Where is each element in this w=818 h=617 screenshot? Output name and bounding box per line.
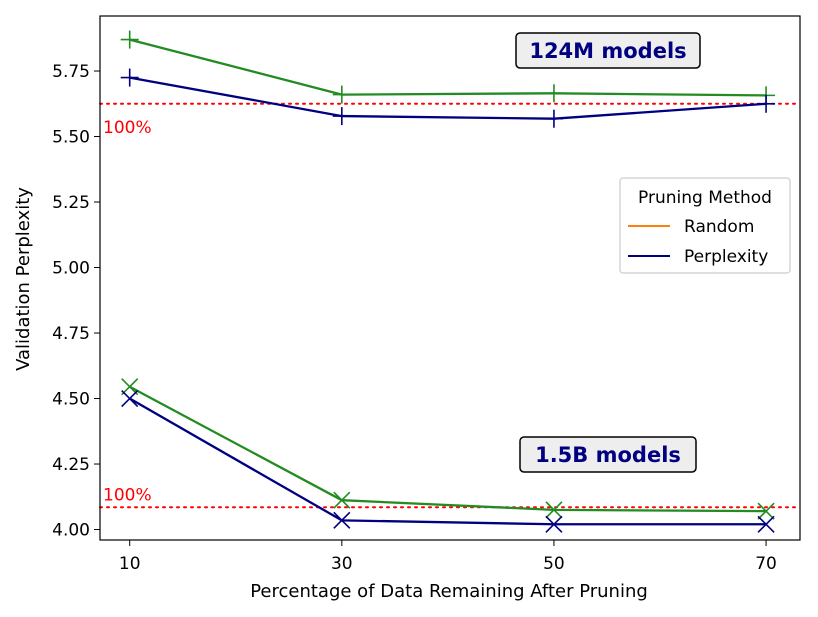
data-point-124m-random-30 [332, 85, 351, 104]
y-axis-label: Validation Perplexity [13, 187, 34, 371]
series-124m-random [120, 30, 776, 105]
data-point-124m-perplexity-10 [120, 68, 139, 87]
legend-label-random: Random [684, 217, 754, 237]
y-tick-label: 5.00 [52, 259, 90, 279]
annotation-124m: 124M models [515, 32, 701, 69]
legend-label-perplexity: Perplexity [684, 247, 768, 267]
annotation-1-5b-box [519, 436, 697, 473]
series-1-5b-random [121, 378, 775, 520]
data-point-1-5b-perplexity-30 [333, 511, 351, 529]
annotation-1-5b: 1.5B models [519, 436, 697, 473]
x-tick-label: 10 [119, 554, 141, 574]
data-point-1-5b-perplexity-50 [545, 515, 563, 533]
x-axis: 10 30 50 70 [119, 540, 777, 574]
series-line [129, 385, 767, 513]
data-point-124m-perplexity-70 [757, 94, 776, 113]
annotation-124m-text: 124M models [529, 39, 686, 63]
marker-stroke [757, 502, 775, 520]
x-tick-label: 30 [331, 554, 353, 574]
marker-stroke [333, 511, 351, 529]
x-tick-label: 70 [755, 554, 777, 574]
marker-stroke [333, 491, 351, 509]
y-tick-label: 4.50 [52, 390, 90, 410]
data-point-124m-perplexity-30 [332, 107, 351, 126]
plot-frame [99, 15, 801, 541]
annotation-124m-box [515, 32, 701, 69]
data-point-1-5b-random-70 [757, 502, 775, 520]
y-tick-label: 5.50 [52, 128, 90, 148]
data-point-1-5b-random-30 [333, 491, 351, 509]
x-tick-label: 50 [543, 554, 565, 574]
reference-line-label: 100% [103, 118, 152, 138]
annotation-1-5b-text: 1.5B models [535, 443, 681, 467]
plot-area: 100% 100% [99, 30, 801, 533]
series-line [129, 397, 767, 526]
legend: Pruning Method Random Perplexity [619, 177, 791, 274]
marker-stroke [757, 515, 775, 533]
y-tick-label: 4.25 [52, 455, 90, 475]
data-point-1-5b-perplexity-70 [757, 515, 775, 533]
series-1-5b-perplexity [121, 389, 775, 533]
y-axis: 4.00 4.25 4.50 4.75 5.00 5.25 5.50 5.75 [52, 62, 100, 541]
marker-stroke [545, 501, 563, 519]
y-tick-label: 4.75 [52, 324, 90, 344]
reference-line-label: 100% [103, 485, 152, 505]
series-line [129, 38, 767, 97]
legend-box [619, 177, 791, 274]
data-point-1-5b-random-50 [545, 501, 563, 519]
y-tick-label: 5.25 [52, 193, 90, 213]
series-124m-perplexity [120, 68, 776, 128]
series-line [129, 76, 767, 120]
data-point-124m-perplexity-50 [544, 109, 563, 128]
data-point-1-5b-perplexity-10 [121, 389, 139, 408]
y-tick-label: 4.00 [52, 521, 90, 541]
data-point-124m-random-10 [120, 30, 139, 49]
data-point-124m-random-50 [544, 84, 563, 103]
y-tick-label: 5.75 [52, 62, 90, 82]
marker-stroke [545, 515, 563, 533]
marker-stroke [121, 389, 139, 408]
legend-title: Pruning Method [638, 188, 772, 208]
x-axis-label: Percentage of Data Remaining After Pruni… [250, 581, 648, 602]
